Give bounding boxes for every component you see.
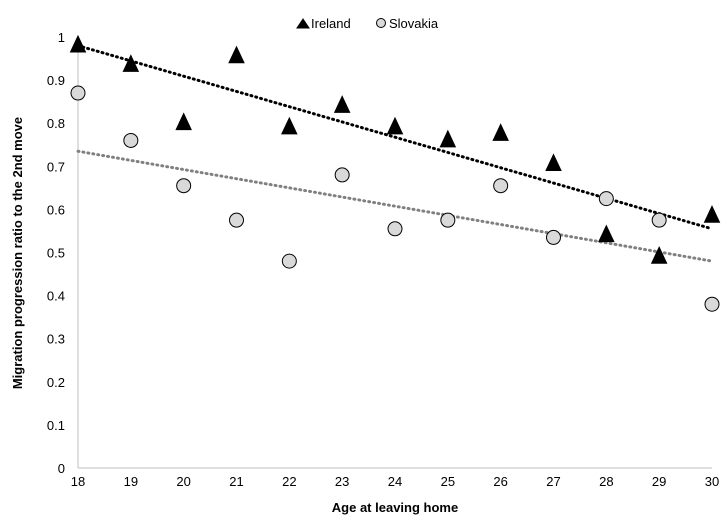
legend-label-slovakia: Slovakia [389,16,439,31]
slovakia-point [70,85,86,101]
ireland-point [650,246,668,264]
x-tick-label: 21 [229,474,243,489]
ireland-point [545,153,562,172]
y-tick-label: 1 [58,30,65,45]
ireland-point [175,112,192,131]
ireland-trendline [76,44,714,231]
x-tick-label: 27 [546,474,560,489]
ireland-point [439,129,457,148]
y-tick-label: 0.3 [47,332,65,347]
slovakia-point [493,178,509,194]
x-tick-label: 18 [71,474,85,489]
y-tick-label: 0.4 [47,289,65,304]
y-tick-label: 0.6 [47,202,65,217]
ireland-point [69,34,87,53]
y-tick-label: 0 [58,461,65,476]
slovakia-point [229,212,244,228]
slovakia-point [598,191,614,207]
y-tick-label: 0.2 [47,375,65,390]
ireland-point [333,95,351,113]
slovakia-point [440,212,456,228]
x-tick-label: 30 [705,474,719,489]
ireland-point [492,123,509,141]
y-tick-label: 0.9 [47,73,65,88]
y-tick-label: 0.1 [47,418,65,433]
x-tick-label: 23 [335,474,349,489]
ireland-point [703,205,721,223]
slovakia-point [387,221,403,237]
ireland-point [228,45,245,64]
ireland-point [598,224,615,243]
ireland-point [386,116,404,135]
x-tick-label: 28 [599,474,613,489]
x-tick-label: 24 [388,474,402,489]
ireland-point [122,54,140,72]
slovakia-point [176,178,192,194]
y-tick-label: 0.8 [47,116,65,131]
slovakia-point [651,212,667,228]
y-axis-title: Migration progression ratio to the 2nd m… [10,117,25,389]
slovakia-point [281,253,297,269]
axes [77,37,712,469]
ireland-point [281,116,298,135]
y-tick-label: 0.5 [47,246,65,261]
x-tick-label: 20 [176,474,190,489]
x-tick-label: 26 [493,474,507,489]
x-tick-label: 29 [652,474,666,489]
slovakia-trendline [76,149,714,263]
y-tick-labels: 0 0.1 0.2 0.3 0.4 0.5 0.6 0.7 0.8 0.9 1 [47,30,65,476]
legend-marker-ireland [296,18,310,29]
slovakia-point [546,229,561,245]
legend-label-ireland: Ireland [311,16,351,31]
y-tick-label: 0.7 [47,159,65,174]
legend-marker-slovakia [376,18,386,28]
slovakia-point [704,296,720,312]
x-tick-label: 19 [124,474,138,489]
legend: Ireland Slovakia [296,16,439,31]
x-tick-label: 25 [441,474,455,489]
slovakia-point [123,132,139,148]
x-tick-labels: 18 19 20 21 22 23 24 25 26 27 28 29 30 [71,474,719,489]
x-tick-label: 22 [282,474,296,489]
data-points [69,34,721,312]
x-axis-title: Age at leaving home [332,500,458,515]
slovakia-point [334,167,350,183]
